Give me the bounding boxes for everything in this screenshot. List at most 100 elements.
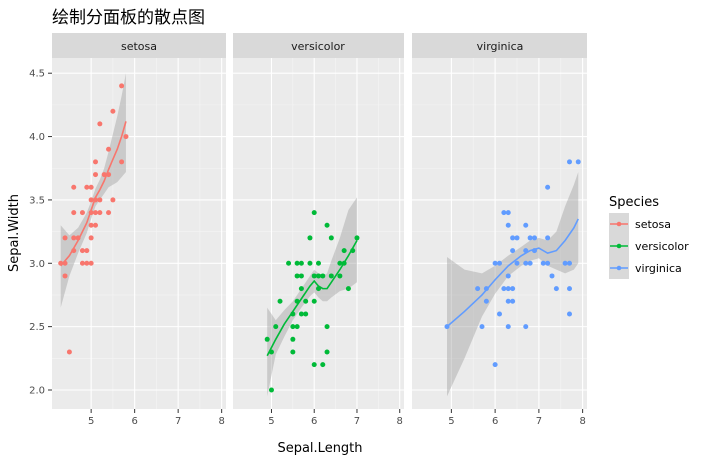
data-point: [71, 235, 77, 241]
panel-versicolor: versicolor: [233, 33, 404, 409]
data-point: [311, 298, 317, 304]
data-point: [341, 248, 347, 254]
legend-label-versicolor: versicolor: [635, 240, 689, 253]
x-tick-label: 7: [175, 416, 181, 427]
data-point: [79, 248, 85, 254]
data-point: [514, 235, 520, 241]
data-point: [492, 362, 498, 368]
x-axis: 5 6 7 8 5 6 7 8 5 6 7 8: [88, 409, 586, 427]
data-point: [320, 273, 326, 279]
facet-layer-setosa: [52, 58, 226, 409]
data-point: [311, 362, 317, 368]
data-point: [294, 260, 300, 266]
data-point: [88, 184, 94, 190]
data-point: [88, 235, 94, 241]
data-point: [110, 197, 116, 203]
data-point: [84, 260, 90, 266]
data-point: [268, 387, 274, 393]
data-point: [562, 260, 568, 266]
data-point: [290, 349, 296, 355]
data-point: [298, 311, 304, 317]
legend-key-point: [616, 265, 622, 271]
x-tick-label: 6: [311, 416, 317, 427]
data-point: [307, 260, 313, 266]
y-tick-label: 4.5: [29, 69, 45, 80]
data-point: [523, 324, 529, 330]
data-point: [119, 83, 125, 89]
panel-background-virginica: [412, 58, 587, 409]
data-point: [62, 235, 68, 241]
data-point: [324, 324, 330, 330]
x-tick-label: 6: [131, 416, 137, 427]
data-point: [505, 222, 511, 228]
data-point: [311, 273, 317, 279]
data-point: [93, 172, 98, 178]
data-point: [510, 298, 516, 304]
strip-label-versicolor: versicolor: [291, 40, 345, 53]
data-point: [567, 159, 572, 165]
data-point: [303, 298, 309, 304]
x-tick-label: 5: [448, 416, 454, 427]
x-tick-label: 7: [354, 416, 360, 427]
data-point: [510, 235, 516, 241]
data-point: [298, 286, 304, 292]
legend-title: Species: [609, 195, 659, 210]
x-tick-label: 8: [579, 416, 585, 427]
legend-label-setosa: setosa: [635, 218, 671, 231]
data-point: [71, 184, 77, 190]
facet-layer-virginica: [412, 58, 587, 409]
data-point: [88, 260, 94, 266]
chart-title: 绘制分面板的散点图: [52, 8, 205, 28]
data-point: [575, 159, 581, 165]
data-point: [123, 134, 129, 140]
data-point: [290, 324, 296, 330]
data-point: [505, 324, 511, 330]
strip-setosa: [52, 33, 226, 58]
y-tick-label: 3.0: [29, 259, 45, 270]
data-point: [273, 324, 279, 330]
data-point: [298, 260, 304, 266]
data-point: [88, 197, 94, 203]
data-point: [514, 260, 520, 266]
y-tick-label: 2.0: [29, 385, 45, 396]
data-point: [337, 260, 343, 266]
data-point: [501, 286, 507, 292]
data-point: [316, 260, 321, 266]
data-point: [567, 260, 572, 266]
y-axis: 2.0 2.5 3.0 3.5 4.0 4.5: [29, 69, 52, 396]
data-point: [354, 235, 360, 241]
data-point: [311, 210, 317, 216]
data-point: [527, 260, 533, 266]
data-point: [84, 184, 90, 190]
data-point: [328, 273, 334, 279]
data-point: [505, 286, 511, 292]
legend: Species setosa versicolor virginica: [609, 195, 689, 279]
data-point: [277, 298, 283, 304]
data-point: [110, 108, 116, 114]
data-point: [93, 210, 98, 216]
legend-key-point: [616, 243, 622, 249]
data-point: [97, 210, 103, 216]
data-point: [497, 260, 502, 266]
legend-item-virginica: virginica: [609, 257, 682, 279]
data-point: [567, 311, 572, 317]
data-point: [328, 235, 334, 241]
data-point: [540, 260, 546, 266]
confidence-band: [447, 172, 579, 397]
data-point: [106, 146, 112, 152]
smooth-line: [266, 240, 358, 357]
data-point: [532, 235, 537, 241]
facet-layer-versicolor: [233, 58, 404, 409]
data-point: [545, 184, 551, 190]
data-point: [549, 273, 555, 279]
strip-label-setosa: setosa: [121, 40, 157, 53]
legend-key-point: [616, 221, 622, 227]
data-point: [93, 222, 98, 228]
data-point: [505, 298, 511, 304]
x-tick-label: 8: [218, 416, 224, 427]
data-point: [320, 362, 326, 368]
data-point: [303, 311, 309, 317]
data-point: [79, 260, 85, 266]
data-point: [290, 336, 296, 342]
